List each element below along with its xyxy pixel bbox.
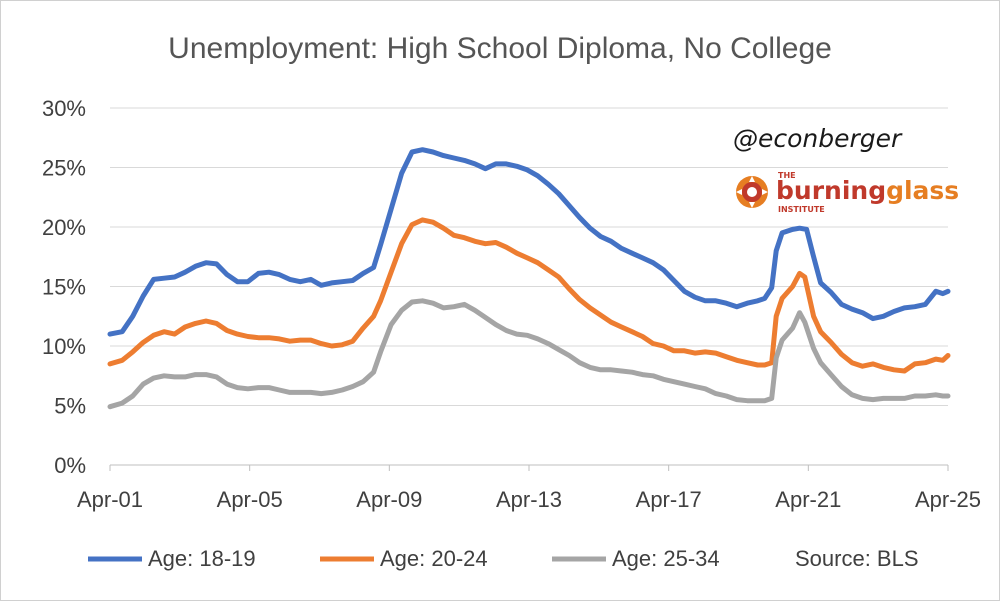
logo-word-burning: burning [776,176,886,205]
legend-label: Age: 25-34 [612,546,720,571]
logo-text-the: THE [778,171,796,180]
y-tick-label: 15% [42,275,86,300]
y-tick-label: 20% [42,215,86,240]
x-tick-label: Apr-13 [496,487,562,512]
legend-label: Age: 18-19 [148,546,256,571]
series-line-3 [107,298,951,410]
x-tick-label: Apr-01 [77,487,143,512]
source-label: Source: BLS [795,546,919,571]
y-tick-label: 10% [42,334,86,359]
legend: Age: 18-19 Age: 20-24 Age: 25-34 [88,546,720,571]
x-tick-label: Apr-21 [775,487,841,512]
logo-word-glass: glass [886,176,959,205]
x-tick-label: Apr-05 [217,487,283,512]
x-tick-label: Apr-09 [356,487,422,512]
y-axis-ticks: 0% 5% 10% 15% 20% 25% 30% [42,96,86,478]
logo-wordmark: burningglass [776,176,959,205]
series-line-2 [107,217,951,374]
logo-text-institute: INSTITUTE [778,205,825,214]
burning-glass-logo: THE burningglass INSTITUTE [736,171,959,214]
twitter-handle: @econberger [733,124,903,153]
x-tick-label: Apr-25 [915,487,981,512]
y-tick-label: 30% [42,96,86,121]
series-lines [107,147,951,410]
branding: @econberger THE burningglass INSTITUTE [733,124,959,214]
x-tick-label: Apr-17 [636,487,702,512]
y-tick-label: 25% [42,156,86,181]
x-axis-ticks: Apr-01 Apr-05 Apr-09 Apr-13 Apr-17 Apr-21 Apr-… [77,465,981,512]
burning-glass-logo-mark [736,176,768,208]
legend-label: Age: 20-24 [380,546,488,571]
chart-title: Unemployment: High School Diploma, No Co… [168,32,832,65]
series-line-1 [107,147,951,337]
y-tick-label: 5% [54,394,86,419]
y-tick-label: 0% [54,453,86,478]
